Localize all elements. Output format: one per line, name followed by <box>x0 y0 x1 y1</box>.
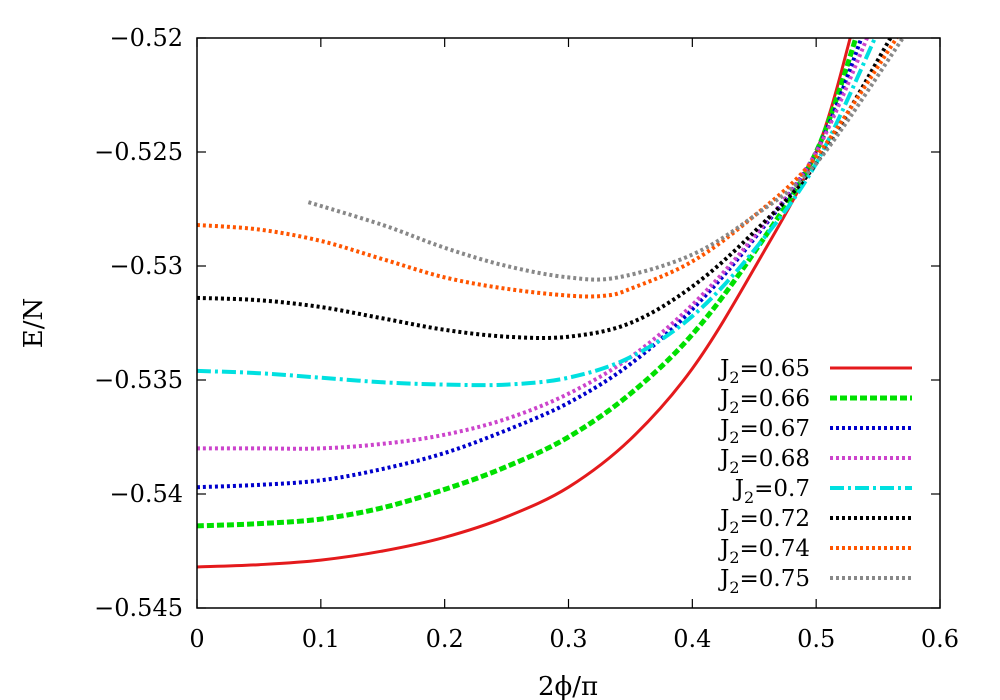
series-line-2 <box>197 38 864 490</box>
y-tick-label: −0.52 <box>109 24 183 52</box>
legend-label-7: J2=0.75 <box>718 566 810 597</box>
y-tick-label: −0.525 <box>94 138 183 166</box>
y-tick-label: −0.545 <box>94 594 183 622</box>
series-line-7 <box>307 38 905 282</box>
x-axis-title: 2ϕ/π <box>538 672 598 700</box>
series-line-5 <box>197 38 893 341</box>
x-tick-label: 0.2 <box>426 625 464 653</box>
x-tick-label: 0.3 <box>549 625 587 653</box>
x-tick-label: 0.5 <box>797 625 835 653</box>
y-axis-title: E/N <box>19 298 49 349</box>
y-tick-label: −0.535 <box>94 366 183 394</box>
legend-label-6: J2=0.74 <box>718 536 810 567</box>
x-tick-label: 0.4 <box>673 625 711 653</box>
series-line-3 <box>197 38 870 451</box>
y-tick-label: −0.54 <box>109 480 183 508</box>
series-line-1 <box>197 38 859 529</box>
series-line-6 <box>197 38 899 299</box>
legend-label-1: J2=0.66 <box>718 386 810 417</box>
legend-label-3: J2=0.68 <box>718 446 810 477</box>
legend-label-4: J2=0.7 <box>733 476 810 507</box>
x-tick-label: 0 <box>189 625 204 653</box>
y-tick-label: −0.53 <box>109 252 183 280</box>
x-tick-label: 0.6 <box>921 625 959 653</box>
legend-label-2: J2=0.67 <box>718 416 810 447</box>
x-tick-label: 0.1 <box>302 625 340 653</box>
legend-label-5: J2=0.72 <box>718 506 810 537</box>
legend-label-0: J2=0.65 <box>718 356 810 387</box>
